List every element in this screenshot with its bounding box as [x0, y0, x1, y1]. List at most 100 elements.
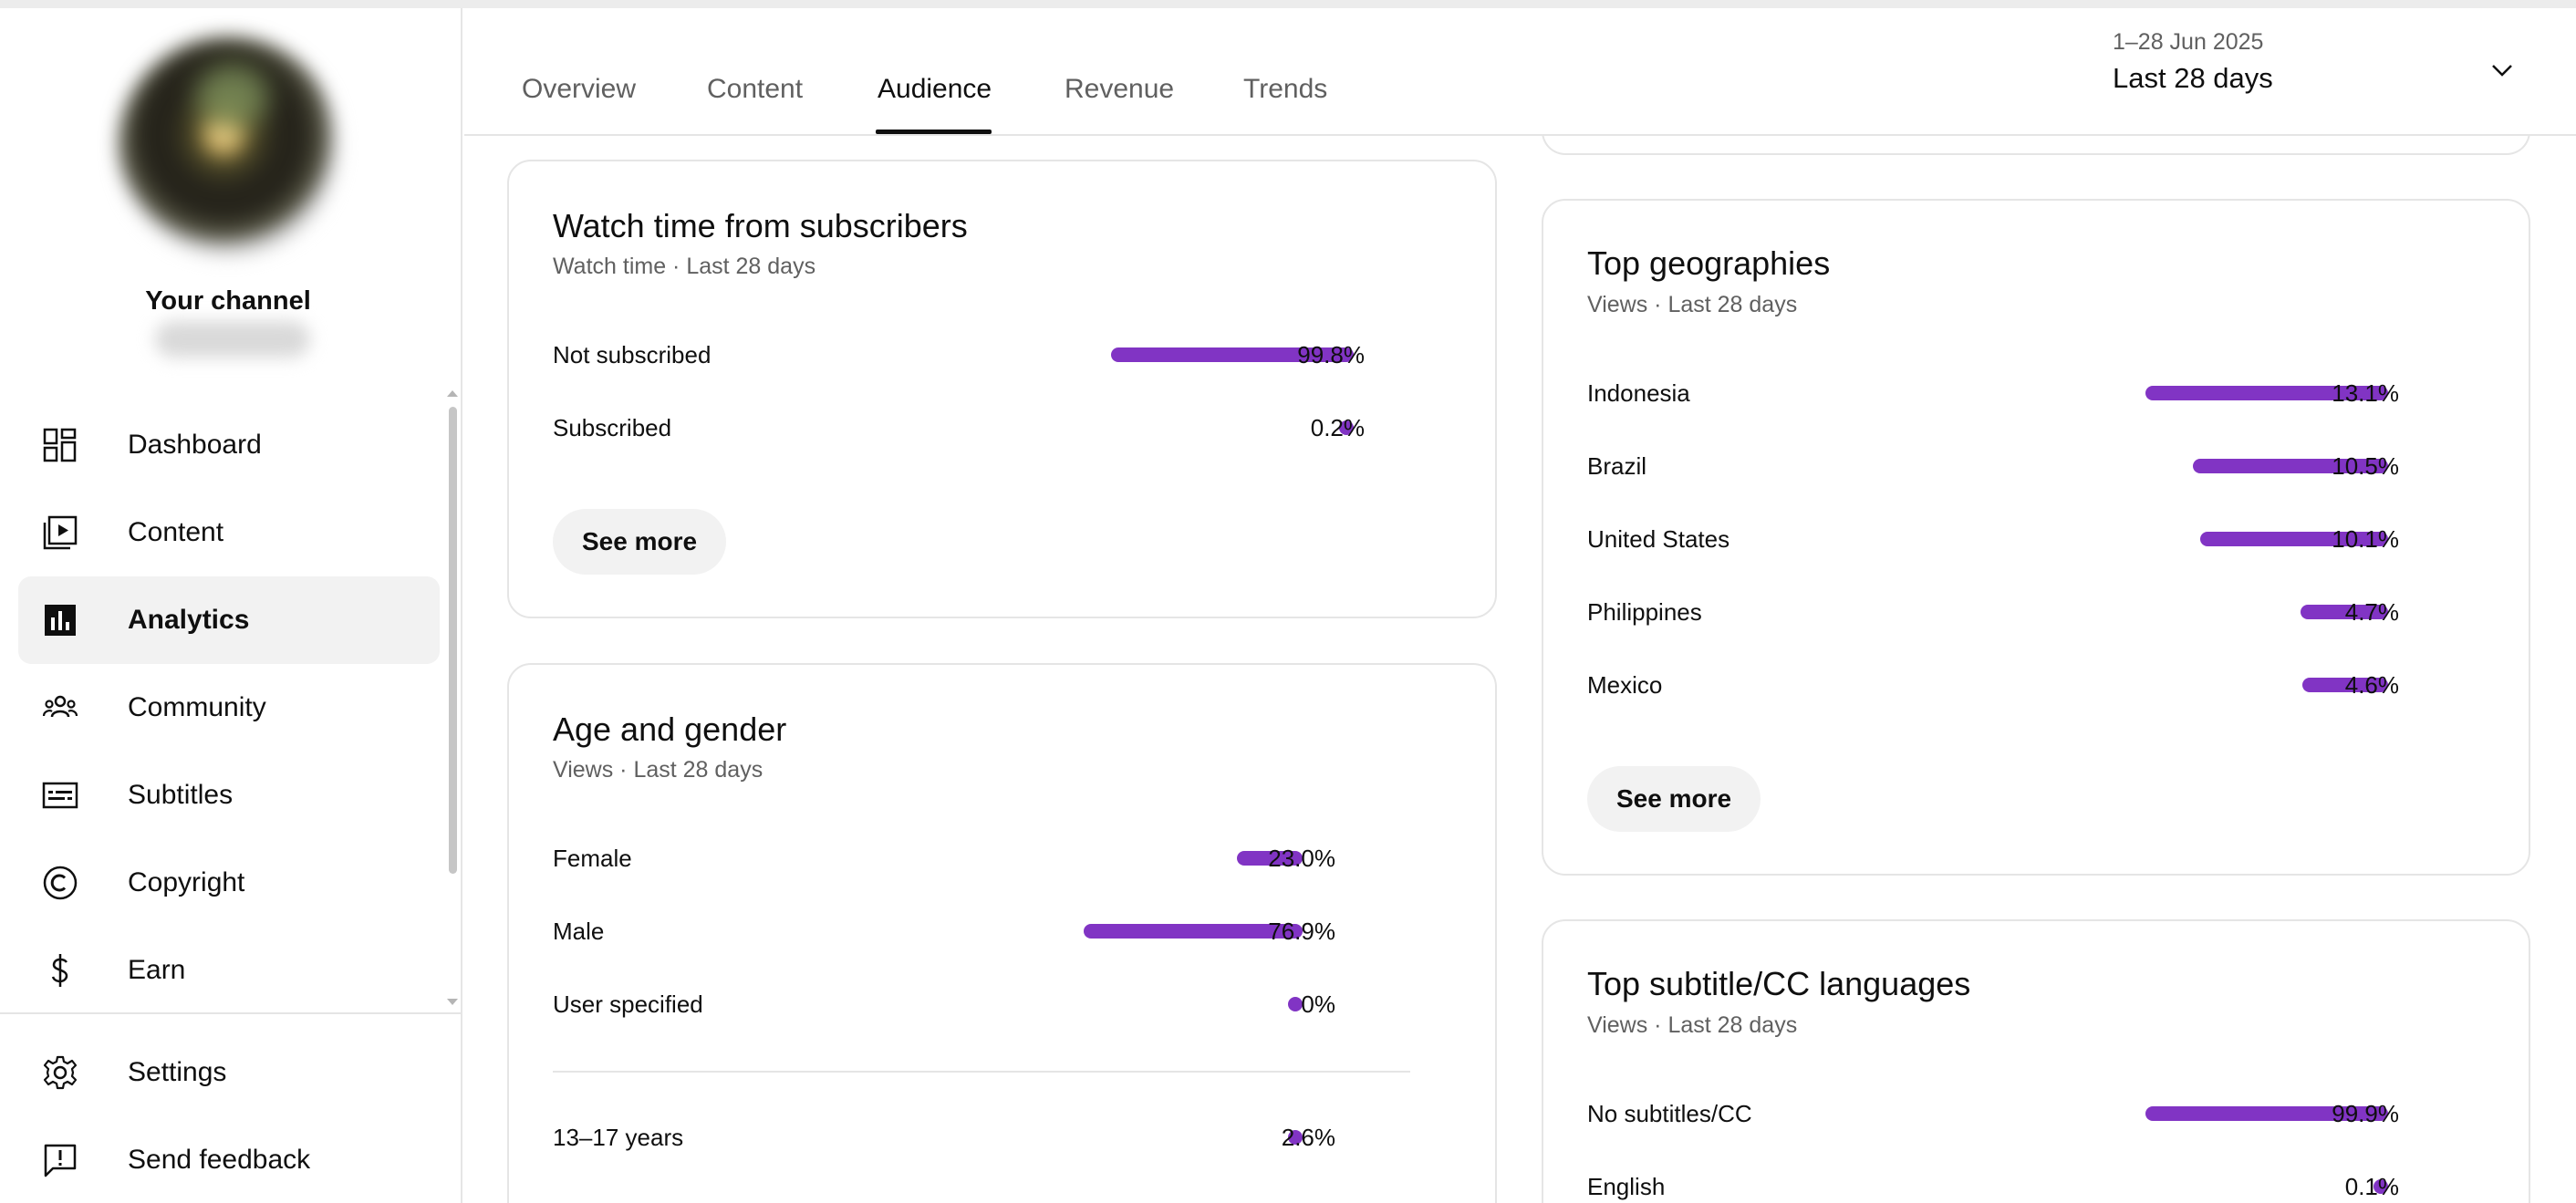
sidebar-item-label: Send feedback — [128, 1145, 311, 1175]
bar-mexico — [2302, 678, 2388, 692]
bar-no-subtitles — [2145, 1106, 2388, 1121]
tab-trends[interactable]: Trends — [1243, 74, 1328, 104]
card-subtitle: Views · Last 28 days — [1587, 292, 1798, 317]
content-icon — [43, 515, 78, 550]
feedback-icon — [44, 1144, 77, 1177]
avatar-highlight — [196, 64, 269, 128]
analytics-header: Overview Content Audience Revenue Trends — [464, 8, 2576, 136]
row-label: Not subscribed — [553, 341, 712, 368]
gear-icon — [43, 1055, 78, 1090]
sidebar-item-send-feedback[interactable]: Send feedback — [18, 1116, 440, 1203]
scroll-up-arrow[interactable] — [447, 390, 458, 397]
card-subtitle: Views · Last 28 days — [553, 757, 763, 783]
row-value: 0% — [1301, 990, 1335, 1018]
row-value: 10.1% — [2332, 525, 2399, 553]
row-value: 76.9% — [1268, 918, 1335, 945]
sidebar-item-dashboard[interactable]: Dashboard — [18, 401, 440, 489]
row-value: 2.6% — [1281, 1124, 1335, 1151]
sidebar-item-analytics[interactable]: Analytics — [18, 576, 440, 664]
row-value: 99.9% — [2332, 1100, 2399, 1127]
bar-subscribed — [1339, 420, 1354, 435]
sidebar-item-community[interactable]: Community — [18, 664, 440, 752]
sidebar-scrollbar[interactable] — [449, 407, 457, 874]
sidebar-item-content[interactable]: Content — [18, 489, 440, 576]
row-label: User specified — [553, 990, 703, 1018]
bar-philippines — [2301, 605, 2388, 619]
row-label: United States — [1587, 525, 1730, 553]
copyright-icon — [43, 866, 78, 900]
bar-united-states — [2200, 532, 2388, 546]
card-title: Top subtitle/CC languages — [1587, 965, 1971, 1002]
sidebar-item-label: Community — [128, 692, 266, 722]
date-period-selector[interactable]: Last 28 days — [2113, 62, 2273, 94]
row-label: Mexico — [1587, 671, 1663, 699]
row-label: No subtitles/CC — [1587, 1100, 1752, 1127]
date-range-text[interactable]: 1–28 Jun 2025 — [2113, 29, 2264, 55]
row-label: English — [1587, 1173, 1666, 1200]
row-value: 4.7% — [2344, 598, 2399, 626]
row-value: 13.1% — [2332, 379, 2399, 407]
earn-icon — [51, 954, 68, 987]
tab-audience[interactable]: Audience — [878, 74, 992, 104]
row-label: 13–17 years — [553, 1124, 684, 1151]
bar-male — [1084, 924, 1303, 939]
row-value: 4.6% — [2344, 671, 2399, 699]
row-value: 99.8% — [1297, 341, 1365, 368]
bar-indonesia — [2145, 386, 2388, 400]
card-subtitle: Watch time · Last 28 days — [553, 254, 816, 279]
analytics-icon — [45, 605, 76, 636]
bar-user-specified — [1288, 997, 1303, 1011]
sidebar-item-label: Earn — [128, 955, 186, 985]
bar-brazil — [2193, 459, 2388, 473]
card-subtitle: Views · Last 28 days — [1587, 1012, 1798, 1038]
row-value: 10.5% — [2332, 452, 2399, 480]
card-title: Watch time from subscribers — [553, 207, 968, 244]
active-tab-indicator — [876, 130, 992, 134]
sidebar-item-label: Copyright — [128, 867, 245, 897]
bar-female — [1237, 851, 1303, 866]
tab-content[interactable]: Content — [707, 74, 804, 104]
subtitle-languages-card: Top subtitle/CC languages Views · Last 2… — [1542, 919, 2530, 1203]
row-value: 23.0% — [1268, 845, 1335, 872]
row-label: Philippines — [1587, 598, 1702, 626]
row-label: Female — [553, 845, 632, 872]
sidebar-divider — [0, 1012, 461, 1014]
sidebar-item-label: Settings — [128, 1057, 227, 1087]
channel-name: Your channel — [145, 286, 311, 316]
chevron-down-icon[interactable] — [2488, 57, 2516, 84]
sidebar-item-earn[interactable]: Earn — [18, 927, 440, 1014]
section-divider — [553, 1071, 1410, 1073]
dashboard-icon — [43, 428, 77, 462]
see-more-button[interactable]: See more — [553, 509, 727, 575]
age-gender-card: Age and gender Views · Last 28 days Fema… — [507, 663, 1497, 1203]
sidebar-item-label: Analytics — [128, 605, 250, 635]
row-label: Indonesia — [1587, 379, 1690, 407]
card-title: Top geographies — [1587, 244, 1831, 282]
card-title: Age and gender — [553, 710, 787, 748]
sidebar: Your channel Dashboard Content — [0, 0, 462, 1203]
row-label: Male — [553, 918, 605, 945]
bar-english — [2373, 1179, 2388, 1194]
sidebar-item-subtitles[interactable]: Subtitles — [18, 752, 440, 839]
community-icon — [42, 695, 78, 718]
scroll-down-arrow[interactable] — [447, 999, 458, 1005]
top-geographies-card: Top geographies Views · Last 28 days Ind… — [1542, 199, 2530, 876]
row-value: 0.1% — [2344, 1173, 2399, 1200]
tab-overview[interactable]: Overview — [522, 74, 637, 104]
channel-handle-blurred — [155, 321, 310, 358]
sidebar-item-label: Content — [128, 517, 224, 547]
top-edge — [0, 0, 2576, 8]
watch-time-card: Watch time from subscribers Watch time ·… — [507, 160, 1497, 618]
sidebar-item-settings[interactable]: Settings — [18, 1029, 440, 1116]
row-label: Subscribed — [553, 414, 672, 441]
bar-not-subscribed — [1111, 347, 1354, 362]
sidebar-item-label: Dashboard — [128, 430, 262, 460]
see-more-button[interactable]: See more — [1587, 766, 1761, 832]
sidebar-item-label: Subtitles — [128, 780, 234, 810]
sidebar-item-copyright[interactable]: Copyright — [18, 839, 440, 927]
tab-revenue[interactable]: Revenue — [1065, 74, 1175, 104]
subtitles-icon — [42, 782, 78, 809]
row-label: Brazil — [1587, 452, 1647, 480]
row-value: 0.2% — [1310, 414, 1365, 441]
bar-age-13-17 — [1288, 1130, 1303, 1145]
